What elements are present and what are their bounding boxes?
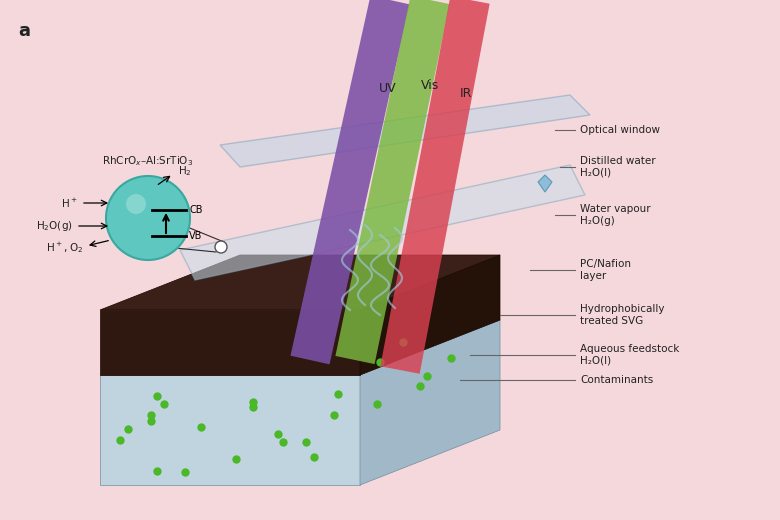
Polygon shape — [100, 375, 360, 485]
Polygon shape — [100, 255, 500, 310]
Text: a: a — [18, 22, 30, 40]
Circle shape — [126, 194, 146, 214]
Polygon shape — [335, 0, 449, 364]
Polygon shape — [220, 95, 590, 167]
Polygon shape — [360, 320, 500, 485]
Text: Water vapour
H₂O(g): Water vapour H₂O(g) — [580, 204, 651, 226]
Text: Optical window: Optical window — [580, 125, 660, 135]
Polygon shape — [290, 0, 410, 365]
Circle shape — [215, 241, 227, 253]
Polygon shape — [381, 0, 490, 374]
Polygon shape — [100, 320, 500, 375]
Text: VB: VB — [189, 231, 202, 241]
Text: RhCrO$_x$–Al:SrTiO$_3$: RhCrO$_x$–Al:SrTiO$_3$ — [102, 154, 193, 168]
Text: H$_2$O(g): H$_2$O(g) — [36, 219, 73, 233]
Text: H$^+$, O$_2$: H$^+$, O$_2$ — [46, 241, 84, 255]
Text: Hydrophobically
treated SVG: Hydrophobically treated SVG — [580, 304, 665, 326]
Polygon shape — [538, 175, 552, 192]
Text: UV: UV — [379, 82, 397, 95]
Text: IR: IR — [460, 86, 472, 99]
Text: Distilled water
H₂O(l): Distilled water H₂O(l) — [580, 156, 656, 178]
Polygon shape — [180, 165, 585, 280]
Text: H$_2$: H$_2$ — [178, 164, 192, 178]
Polygon shape — [100, 310, 360, 375]
Text: H$^+$: H$^+$ — [62, 197, 78, 210]
Text: PC/Nafion
layer: PC/Nafion layer — [580, 259, 631, 281]
Polygon shape — [360, 255, 500, 375]
Circle shape — [106, 176, 190, 260]
Text: Aqueous feedstock
H₂O(l): Aqueous feedstock H₂O(l) — [580, 344, 679, 366]
Text: CB: CB — [189, 205, 203, 215]
Text: Vis: Vis — [421, 79, 439, 92]
Text: Contaminants: Contaminants — [580, 375, 654, 385]
